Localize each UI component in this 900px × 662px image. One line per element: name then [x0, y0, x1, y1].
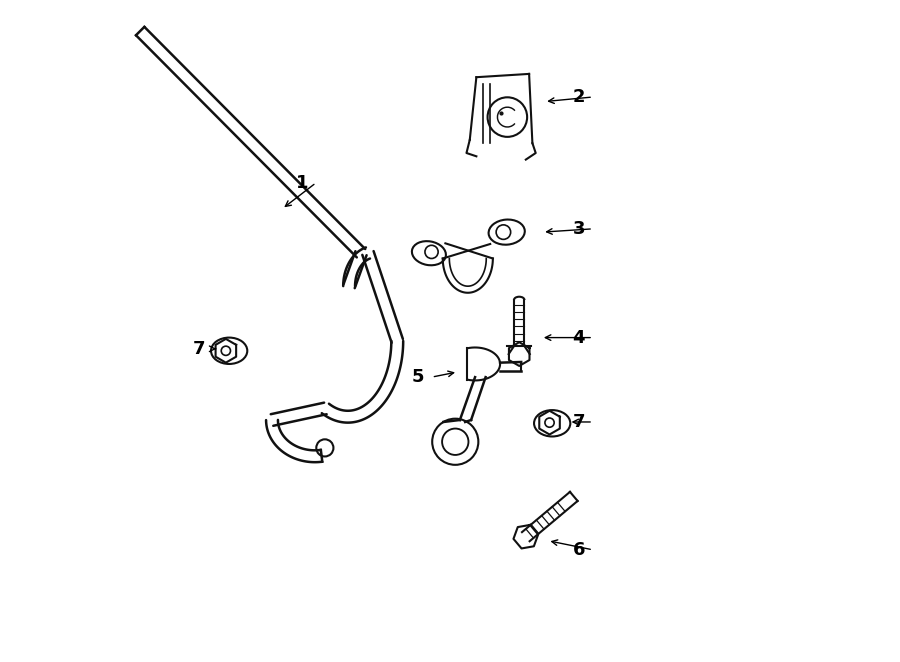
Text: 1: 1	[296, 173, 309, 192]
Text: 7: 7	[193, 340, 205, 357]
Text: 2: 2	[572, 88, 585, 106]
Text: 5: 5	[411, 368, 424, 386]
Text: 4: 4	[572, 328, 585, 347]
Text: 6: 6	[572, 541, 585, 559]
Text: 3: 3	[572, 220, 585, 238]
Text: 7: 7	[572, 413, 585, 431]
